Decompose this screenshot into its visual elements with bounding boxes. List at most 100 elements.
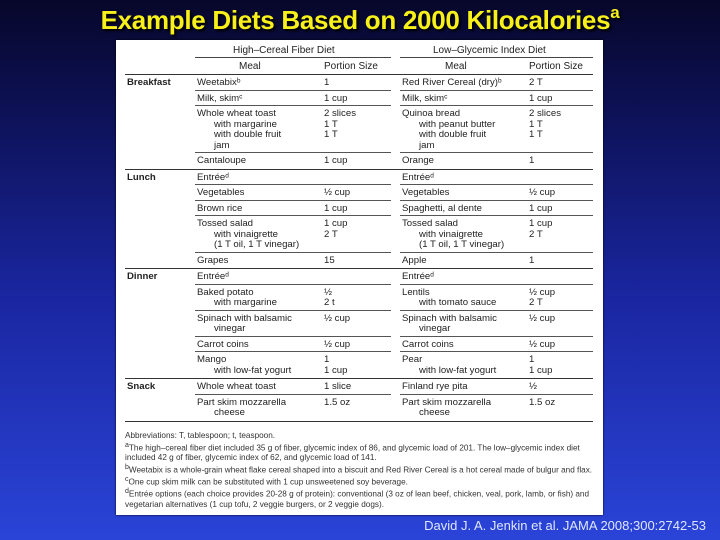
section-dinner: Dinner Entréeᵈ Entréeᵈ Baked potato with mar… [125, 269, 593, 379]
cell-line: with margarine [214, 118, 277, 130]
cell-line: 1 [324, 354, 330, 365]
cell-line: 2 T [324, 228, 338, 240]
cell-line [324, 240, 347, 251]
cell-line: with double fruit [419, 129, 487, 140]
section-label: Lunch [127, 171, 156, 183]
group-header-row: High–Cereal Fiber Diet Low–Glycemic Inde… [125, 42, 593, 58]
cell-line: ½ cup [324, 338, 351, 350]
slide-title-text: Example Diets Based on 2000 Kilocalories [100, 5, 611, 35]
cell-line: 1 [529, 354, 535, 365]
table-row: Breakfast Weetabixᵇ 1 Red River Cereal (dry… [125, 75, 593, 91]
row-rule-right [400, 199, 593, 201]
table-cell-m2: Entréeᵈ [402, 271, 434, 283]
cell-line: Entréeᵈ [402, 171, 434, 183]
cell-line [529, 324, 555, 335]
table-cell-m2: Carrot coins [402, 338, 454, 351]
cell-line: Whole wheat toast [197, 381, 276, 392]
table-cell-p2: 1 [529, 255, 534, 267]
table-cell-m1: Part skim mozzarella cheese [197, 396, 287, 419]
cell-line: Orange [402, 155, 434, 166]
table-row: Lunch Entréeᵈ Entréeᵈ [125, 170, 593, 185]
cell-line: jam [419, 139, 435, 151]
cell-line: ½ cup [529, 286, 556, 298]
section-label: Breakfast [127, 77, 171, 88]
cell-line [529, 408, 555, 419]
cell-line: 1.5 oz [324, 396, 351, 408]
table-cell-m2: Vegetables [402, 187, 449, 199]
footnote-a-mark: a [125, 441, 129, 449]
cell-line: 1 slice [324, 381, 352, 392]
row-rule-right [400, 215, 593, 216]
cell-line: Vegetables [197, 187, 245, 198]
table-cell-m1: Vegetables [197, 187, 245, 199]
col-header-portion-2: Portion Size [529, 61, 583, 72]
column-header-row: Meal Portion Size Meal Portion Size [125, 58, 593, 75]
table-row: Mango with low-fat yogurt 1 1 cup Pear with l… [125, 352, 593, 378]
table-row: Cantaloupe 1 cup Orange 1 [125, 153, 593, 169]
row-rule-left [195, 251, 391, 253]
cell-line: Brown rice [197, 202, 243, 214]
row-rule-left [195, 152, 391, 153]
cell-line: Part skim mozzarella [402, 396, 492, 408]
cell-line: with peanut butter [419, 118, 496, 130]
cell-line: Tossed salad [402, 218, 458, 229]
table-cell-m2: Quinoa bread with peanut butter with doubl… [402, 108, 496, 151]
cell-line: (1 T oil, 1 T vinegar) [214, 239, 300, 250]
table-cell-m2: Pear with low-fat yogurt [402, 354, 496, 376]
cell-line: 2 t [324, 297, 335, 308]
cell-line: Part skim mozzarella [197, 396, 287, 408]
table-row: Vegetables ½ cup Vegetables ½ cup [125, 185, 593, 201]
row-rule-left [195, 215, 391, 216]
table-cell-p2: 1 cup [529, 203, 552, 215]
cell-line: ½ cup [324, 187, 351, 198]
cell-line: ½ cup [324, 312, 351, 324]
table-cell-m1: Weetabixᵇ [197, 77, 240, 89]
cell-line: 2 slices [529, 108, 561, 119]
cell-line: Entréeᵈ [402, 271, 434, 282]
footnote-abbrev: Abbreviations: T, tablespoon; t, teaspoo… [125, 431, 276, 440]
cell-line: 1 cup [529, 92, 553, 104]
table-row: Milk, skimᶜ 1 cup Milk, skimᶜ 1 cup [125, 91, 593, 106]
row-rule-left [195, 309, 391, 311]
table-cell-p2: 1 cup [529, 92, 553, 105]
cell-line [324, 324, 350, 335]
footnote-b: bWeetabix is a whole-grain wheat flake c… [125, 463, 595, 475]
cell-line: 1 cup [324, 155, 348, 166]
cell-line: 1 T [324, 118, 338, 130]
row-rule-left [195, 335, 391, 337]
table-row: Baked potato with margarine ½ 2 t Lentils wit… [125, 285, 593, 311]
table-cell-p1: 1 cup 2 T [324, 218, 347, 251]
slide-title: Example Diets Based on 2000 Kilocalories… [0, 3, 720, 36]
cell-line: Spinach with balsamic [197, 312, 292, 324]
cell-line: ½ [529, 381, 538, 392]
cell-line: 1 T [529, 118, 543, 130]
cell-line: 1 [324, 77, 330, 88]
table-cell-m2: Red River Cereal (dry)ᵇ [402, 77, 502, 89]
table-cell-m1: Milk, skimᶜ [197, 93, 243, 105]
footnote-b-text: Weetabix is a whole-grain wheat flake ce… [128, 465, 593, 475]
table-cell-m1: Whole wheat toast with margarine with doub… [197, 108, 281, 151]
title-footnote-mark: a [610, 3, 620, 22]
cell-line: Carrot coins [402, 338, 454, 350]
table-row: Part skim mozzarella cheese 1.5 oz Part ski… [125, 395, 593, 421]
row-rule-right [400, 251, 593, 253]
cell-line: Cantaloupe [197, 155, 247, 166]
footnote-d: dEntrée options (each choice provides 20… [125, 487, 595, 509]
table-cell-m2: Spinach with balsamic vinegar [402, 313, 497, 335]
cell-line: Quinoa bread [402, 108, 461, 119]
table-cell-m1: Carrot coins [197, 339, 249, 351]
cell-line: ½ [324, 286, 333, 298]
section-breakfast: Breakfast Weetabixᵇ 1 Red River Cereal (dry… [125, 75, 593, 170]
cell-line: 2 T [529, 228, 543, 240]
table-cell-m1: Cantaloupe [197, 155, 247, 167]
table-cell-p1: 1 cup [324, 155, 348, 167]
table-cell-m1: Tossed salad with vinaigrette (1 T oil, 1 … [197, 218, 300, 251]
col-header-meal-2: Meal [445, 61, 467, 72]
table-cell-m1: Whole wheat toast [197, 381, 276, 393]
cell-line: Baked potato [197, 286, 254, 298]
footnote-a: aThe high–cereal fiber diet included 35 … [125, 441, 595, 463]
cell-line: Spaghetti, al dente [402, 202, 483, 214]
diet-table: High–Cereal Fiber Diet Low–Glycemic Inde… [125, 42, 593, 422]
